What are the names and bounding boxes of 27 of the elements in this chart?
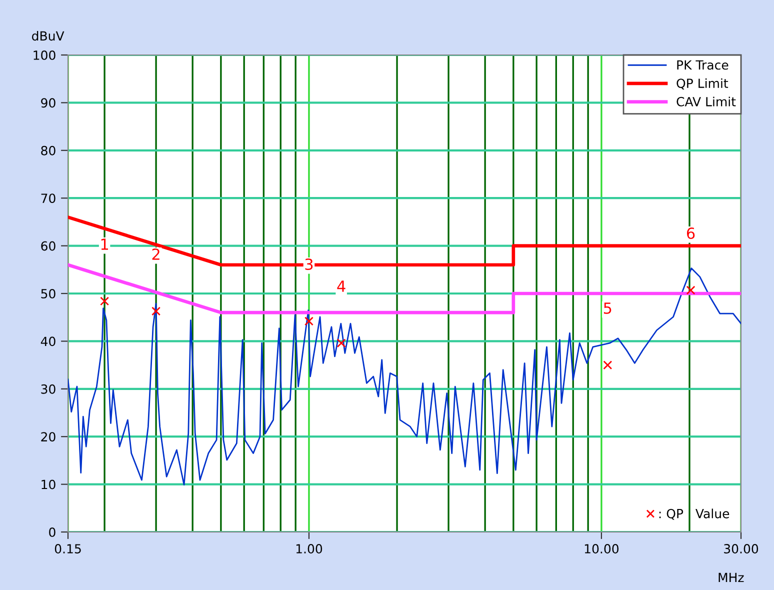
y-tick-label: 90: [41, 98, 56, 108]
y-tick-label: 70: [41, 194, 56, 204]
x-tick-label: 10.00: [584, 544, 619, 554]
annotation: 4: [337, 280, 346, 292]
y-tick-label: 10: [42, 480, 56, 490]
annotation: 6: [686, 227, 695, 240]
annotation: 5: [604, 302, 612, 314]
x-axis-title: MHz: [718, 572, 744, 582]
annotation: 3: [305, 258, 313, 270]
legend-label: QP Limit: [676, 78, 728, 90]
y-tick-label: 0: [49, 527, 56, 537]
x-tick-label: 0.15: [54, 544, 81, 554]
y-tick-label: 60: [41, 241, 56, 251]
y-tick-label: 30: [41, 384, 56, 394]
legend-label: PK Trace: [677, 60, 728, 70]
annotation: 1: [101, 238, 108, 250]
y-tick-label: 20: [41, 432, 56, 442]
x-tick-label: 30.00: [724, 544, 758, 554]
legend-label: CAV Limit: [676, 96, 736, 106]
annotation: 2: [152, 248, 160, 260]
x-tick-label: 1.00: [296, 544, 322, 554]
y-tick-label: 80: [41, 146, 56, 156]
y-tick-label: 50: [41, 288, 56, 298]
y-tick-label: 40: [40, 336, 56, 346]
y-tick-label: 100: [34, 50, 56, 60]
legend-label: : QP Value: [659, 508, 730, 520]
y-axis-title: dBuV: [32, 30, 64, 41]
